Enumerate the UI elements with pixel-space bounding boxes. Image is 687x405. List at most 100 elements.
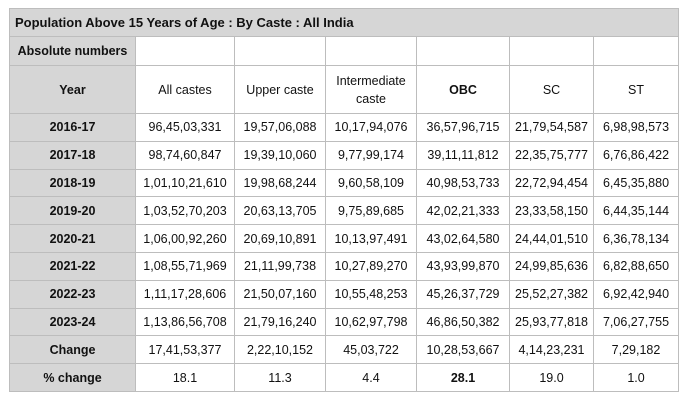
cell-obc[interactable]: 36,57,96,715 bbox=[416, 113, 510, 142]
cell-st[interactable]: 7,06,27,755 bbox=[592, 307, 680, 337]
cell-sc[interactable]: 4,14,23,231 bbox=[509, 335, 594, 365]
cell-sc[interactable]: 19.0 bbox=[509, 363, 594, 392]
cell-intermediate-caste[interactable]: 9,75,89,685 bbox=[325, 196, 417, 226]
row-year[interactable]: 2016-17 bbox=[9, 113, 136, 142]
cell-obc[interactable]: 42,02,21,333 bbox=[416, 196, 510, 226]
cell-obc[interactable]: 39,11,11,812 bbox=[416, 140, 510, 170]
table-row: 2016-17 96,45,03,331 19,57,06,088 10,17,… bbox=[9, 113, 680, 142]
cell-obc[interactable]: 45,26,37,729 bbox=[416, 279, 510, 309]
cell-st[interactable]: 6,45,35,880 bbox=[592, 168, 680, 198]
cell-st[interactable]: 6,36,78,134 bbox=[592, 224, 680, 253]
cell-sc[interactable]: 25,52,27,382 bbox=[509, 279, 594, 309]
cell-st[interactable]: 7,29,182 bbox=[592, 335, 680, 365]
table-row: 2020-21 1,06,00,92,260 20,69,10,891 10,1… bbox=[9, 224, 680, 253]
cell-obc[interactable]: 40,98,53,733 bbox=[416, 168, 510, 198]
cell-obc[interactable]: 43,02,64,580 bbox=[416, 224, 510, 253]
cell-upper-caste[interactable]: 21,11,99,738 bbox=[234, 251, 326, 281]
cell-upper-caste[interactable]: 19,39,10,060 bbox=[234, 140, 326, 170]
row-year[interactable]: 2020-21 bbox=[9, 224, 136, 253]
cell-intermediate-caste[interactable]: 10,55,48,253 bbox=[325, 279, 417, 309]
cell-upper-caste[interactable]: 2,22,10,152 bbox=[234, 335, 326, 365]
table-row: 2022-23 1,11,17,28,606 21,50,07,160 10,5… bbox=[9, 279, 680, 309]
cell-sc[interactable]: 23,33,58,150 bbox=[509, 196, 594, 226]
cell-all-castes[interactable]: 1,01,10,21,610 bbox=[135, 168, 235, 198]
cell-all-castes[interactable]: 1,03,52,70,203 bbox=[135, 196, 235, 226]
cell-intermediate-caste[interactable]: 45,03,722 bbox=[325, 335, 417, 365]
cell-upper-caste[interactable]: 11.3 bbox=[234, 363, 326, 392]
cell-all-castes[interactable]: 18.1 bbox=[135, 363, 235, 392]
header-sc[interactable]: SC bbox=[509, 65, 594, 114]
cell-st[interactable]: 6,98,98,573 bbox=[592, 113, 680, 142]
row-year[interactable]: 2022-23 bbox=[9, 279, 136, 309]
cell-sc[interactable]: 24,99,85,636 bbox=[509, 251, 594, 281]
row-year[interactable]: 2019-20 bbox=[9, 196, 136, 226]
cell-sc[interactable]: 21,79,54,587 bbox=[509, 113, 594, 142]
table-row: 2019-20 1,03,52,70,203 20,63,13,705 9,75… bbox=[9, 196, 680, 226]
table-row: 2023-24 1,13,86,56,708 21,79,16,240 10,6… bbox=[9, 307, 680, 337]
cell-all-castes[interactable]: 1,08,55,71,969 bbox=[135, 251, 235, 281]
cell-upper-caste[interactable]: 21,50,07,160 bbox=[234, 279, 326, 309]
table-row: 2018-19 1,01,10,21,610 19,98,68,244 9,60… bbox=[9, 168, 680, 198]
table-title[interactable]: Population Above 15 Years of Age : By Ca… bbox=[8, 8, 680, 37]
cell-st[interactable]: 6,82,88,650 bbox=[592, 251, 680, 281]
population-table: Population Above 15 Years of Age : By Ca… bbox=[8, 8, 680, 392]
cell-intermediate-caste[interactable]: 9,77,99,174 bbox=[325, 140, 417, 170]
cell-st[interactable]: 6,44,35,144 bbox=[592, 196, 680, 226]
cell-obc[interactable]: 28.1 bbox=[416, 363, 510, 392]
cell-upper-caste[interactable]: 21,79,16,240 bbox=[234, 307, 326, 337]
change-row: Change 17,41,53,377 2,22,10,152 45,03,72… bbox=[9, 335, 680, 365]
cell-upper-caste[interactable]: 20,69,10,891 bbox=[234, 224, 326, 253]
empty-cell[interactable] bbox=[592, 36, 680, 66]
cell-obc[interactable]: 10,28,53,667 bbox=[416, 335, 510, 365]
header-st[interactable]: ST bbox=[592, 65, 680, 114]
empty-cell[interactable] bbox=[509, 36, 594, 66]
empty-cell[interactable] bbox=[234, 36, 326, 66]
row-year[interactable]: 2021-22 bbox=[9, 251, 136, 281]
cell-all-castes[interactable]: 1,11,17,28,606 bbox=[135, 279, 235, 309]
header-obc[interactable]: OBC bbox=[416, 65, 510, 114]
cell-intermediate-caste[interactable]: 4.4 bbox=[325, 363, 417, 392]
cell-all-castes[interactable]: 1,13,86,56,708 bbox=[135, 307, 235, 337]
cell-all-castes[interactable]: 17,41,53,377 bbox=[135, 335, 235, 365]
cell-upper-caste[interactable]: 19,57,06,088 bbox=[234, 113, 326, 142]
percent-change-row: % change 18.1 11.3 4.4 28.1 19.0 1.0 bbox=[9, 363, 680, 392]
table-row: 2017-18 98,74,60,847 19,39,10,060 9,77,9… bbox=[9, 140, 680, 170]
cell-sc[interactable]: 24,44,01,510 bbox=[509, 224, 594, 253]
cell-st[interactable]: 6,76,86,422 bbox=[592, 140, 680, 170]
cell-all-castes[interactable]: 1,06,00,92,260 bbox=[135, 224, 235, 253]
cell-all-castes[interactable]: 96,45,03,331 bbox=[135, 113, 235, 142]
cell-sc[interactable]: 22,72,94,454 bbox=[509, 168, 594, 198]
cell-st[interactable]: 1.0 bbox=[592, 363, 680, 392]
header-row: Year All castes Upper caste Intermediate… bbox=[9, 65, 680, 114]
row-year[interactable]: 2017-18 bbox=[9, 140, 136, 170]
table-subtitle[interactable]: Absolute numbers bbox=[9, 36, 136, 66]
cell-intermediate-caste[interactable]: 9,60,58,109 bbox=[325, 168, 417, 198]
empty-cell[interactable] bbox=[416, 36, 510, 66]
header-intermediate-caste[interactable]: Intermediate caste bbox=[325, 65, 417, 114]
cell-intermediate-caste[interactable]: 10,13,97,491 bbox=[325, 224, 417, 253]
subtitle-row: Absolute numbers bbox=[9, 36, 680, 66]
table-row: 2021-22 1,08,55,71,969 21,11,99,738 10,2… bbox=[9, 251, 680, 281]
cell-sc[interactable]: 25,93,77,818 bbox=[509, 307, 594, 337]
empty-cell[interactable] bbox=[135, 36, 235, 66]
empty-cell[interactable] bbox=[325, 36, 417, 66]
cell-sc[interactable]: 22,35,75,777 bbox=[509, 140, 594, 170]
cell-obc[interactable]: 46,86,50,382 bbox=[416, 307, 510, 337]
row-year[interactable]: 2018-19 bbox=[9, 168, 136, 198]
row-label-percent-change[interactable]: % change bbox=[9, 363, 136, 392]
cell-obc[interactable]: 43,93,99,870 bbox=[416, 251, 510, 281]
cell-st[interactable]: 6,92,42,940 bbox=[592, 279, 680, 309]
cell-upper-caste[interactable]: 20,63,13,705 bbox=[234, 196, 326, 226]
title-row: Population Above 15 Years of Age : By Ca… bbox=[8, 8, 680, 37]
header-all-castes[interactable]: All castes bbox=[135, 65, 235, 114]
cell-intermediate-caste[interactable]: 10,27,89,270 bbox=[325, 251, 417, 281]
header-year[interactable]: Year bbox=[9, 65, 136, 114]
cell-all-castes[interactable]: 98,74,60,847 bbox=[135, 140, 235, 170]
header-upper-caste[interactable]: Upper caste bbox=[234, 65, 326, 114]
cell-intermediate-caste[interactable]: 10,62,97,798 bbox=[325, 307, 417, 337]
row-year[interactable]: 2023-24 bbox=[9, 307, 136, 337]
cell-intermediate-caste[interactable]: 10,17,94,076 bbox=[325, 113, 417, 142]
cell-upper-caste[interactable]: 19,98,68,244 bbox=[234, 168, 326, 198]
row-label-change[interactable]: Change bbox=[9, 335, 136, 365]
